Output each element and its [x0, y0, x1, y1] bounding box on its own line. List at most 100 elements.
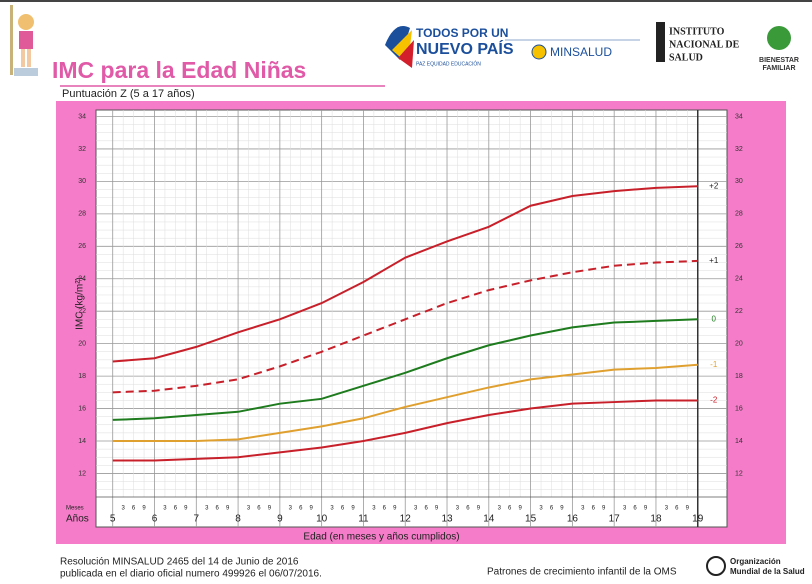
- series-label: -1: [710, 360, 718, 369]
- y2-tick-label: 14: [735, 438, 743, 445]
- month-label: 3: [498, 506, 502, 512]
- month-label: 3: [623, 506, 627, 512]
- x-tick-label: 8: [235, 514, 241, 525]
- month-label: 3: [456, 506, 460, 512]
- logo-text: NUEVO PAÍS: [416, 39, 514, 58]
- x-tick-label: 5: [110, 514, 116, 525]
- y-tick-label: 14: [78, 438, 86, 445]
- y-tick-label: 34: [78, 113, 86, 120]
- x-tick-label: 11: [358, 514, 369, 525]
- y-tick-label: 24: [78, 276, 86, 283]
- month-label: 6: [508, 506, 512, 512]
- x-tick-label: 15: [525, 514, 537, 525]
- month-label: 6: [424, 506, 428, 512]
- series-line: [112, 259, 698, 394]
- month-label: 9: [644, 506, 648, 512]
- month-label: 9: [268, 506, 272, 512]
- series-line: [112, 185, 698, 363]
- y2-tick-label: 30: [735, 178, 743, 185]
- logo-text: INSTITUTO: [669, 26, 725, 37]
- y2-tick-label: 28: [735, 211, 743, 218]
- month-label: 6: [550, 506, 554, 512]
- month-label: 6: [383, 506, 387, 512]
- title: IMC para la Edad Niñas: [52, 57, 306, 83]
- month-label: 6: [216, 506, 220, 512]
- subtitle: Puntuación Z (5 a 17 años): [62, 88, 195, 100]
- month-label: 3: [247, 506, 251, 512]
- y2-tick-label: 18: [735, 373, 743, 380]
- logo-text: PAZ EQUIDAD EDUCACIÓN: [416, 60, 481, 67]
- x-tick-label: 13: [441, 514, 453, 525]
- x-tick-label: 19: [692, 514, 704, 525]
- y-tick-label: 22: [78, 308, 86, 315]
- y2-tick-label: 26: [735, 243, 743, 250]
- logo-text: FAMILIAR: [762, 65, 795, 72]
- series-label: +1: [709, 256, 719, 265]
- y2-tick-label: 12: [735, 470, 743, 477]
- month-label: 6: [592, 506, 596, 512]
- month-label: 9: [602, 506, 606, 512]
- x-tick-label: 17: [609, 514, 621, 525]
- series-label: +2: [709, 181, 719, 190]
- x-tick-label: 16: [567, 514, 579, 525]
- y-tick-label: 16: [78, 405, 86, 412]
- y-tick-label: 32: [78, 146, 86, 153]
- series-line: [112, 399, 698, 462]
- series-line: [112, 363, 698, 443]
- month-label: 3: [372, 506, 376, 512]
- years-label: Años: [66, 514, 89, 525]
- y2-tick-label: 20: [735, 340, 743, 347]
- month-label: 9: [435, 506, 439, 512]
- month-label: 6: [299, 506, 303, 512]
- month-label: 3: [121, 506, 125, 512]
- footer-text: Patrones de crecimiento infantil de la O…: [487, 567, 677, 578]
- x-tick-label: 10: [316, 514, 328, 525]
- x-tick-label: 7: [194, 514, 200, 525]
- logo-text: BIENESTAR: [759, 57, 799, 64]
- girl-icon: [10, 5, 38, 76]
- footer-text: Organización: [730, 557, 781, 566]
- logo-todos: TODOS POR UN NUEVO PAÍS PAZ EQUIDAD EDUC…: [385, 26, 514, 68]
- y-tick-label: 12: [78, 470, 86, 477]
- month-label: 3: [163, 506, 167, 512]
- x-tick-label: 14: [483, 514, 495, 525]
- y2-tick-label: 34: [735, 113, 743, 120]
- logo-text: NACIONAL DE: [669, 39, 740, 50]
- month-label: 9: [351, 506, 355, 512]
- footer-text: Resolución MINSALUD 2465 del 14 de Junio…: [60, 557, 299, 568]
- x-tick-label: 6: [152, 514, 158, 525]
- month-label: 3: [414, 506, 418, 512]
- month-label: 9: [477, 506, 481, 512]
- y-tick-label: 30: [78, 178, 86, 185]
- month-label: 6: [675, 506, 679, 512]
- x-axis-label: Edad (en meses y años cumplidos): [303, 532, 459, 543]
- month-label: 9: [184, 506, 188, 512]
- month-label: 9: [142, 506, 146, 512]
- logo-ins: [656, 22, 665, 62]
- y2-tick-label: 16: [735, 405, 743, 412]
- footer-text: Mundial de la Salud: [730, 567, 805, 576]
- y-tick-label: 28: [78, 211, 86, 218]
- logo-text: SALUD: [669, 52, 703, 63]
- month-label: 3: [665, 506, 669, 512]
- month-label: 9: [393, 506, 397, 512]
- x-tick-label: 9: [277, 514, 283, 525]
- logo-text: MINSALUD: [550, 45, 612, 59]
- logo-text: TODOS POR UN: [416, 26, 508, 40]
- plot-area: [95, 109, 728, 528]
- month-label: 9: [518, 506, 522, 512]
- month-label: 9: [226, 506, 230, 512]
- series-label: 0: [712, 314, 717, 323]
- month-label: 3: [539, 506, 543, 512]
- y2-tick-label: 24: [735, 276, 743, 283]
- series-line: [112, 318, 698, 421]
- month-label: 6: [466, 506, 470, 512]
- series-label: -2: [710, 396, 718, 405]
- month-label: 3: [205, 506, 209, 512]
- y-tick-label: 20: [78, 340, 86, 347]
- y-tick-label: 18: [78, 373, 86, 380]
- logo-icbf: [767, 26, 791, 50]
- top-bar: [0, 0, 812, 2]
- x-tick-label: 18: [650, 514, 662, 525]
- month-label: 9: [560, 506, 564, 512]
